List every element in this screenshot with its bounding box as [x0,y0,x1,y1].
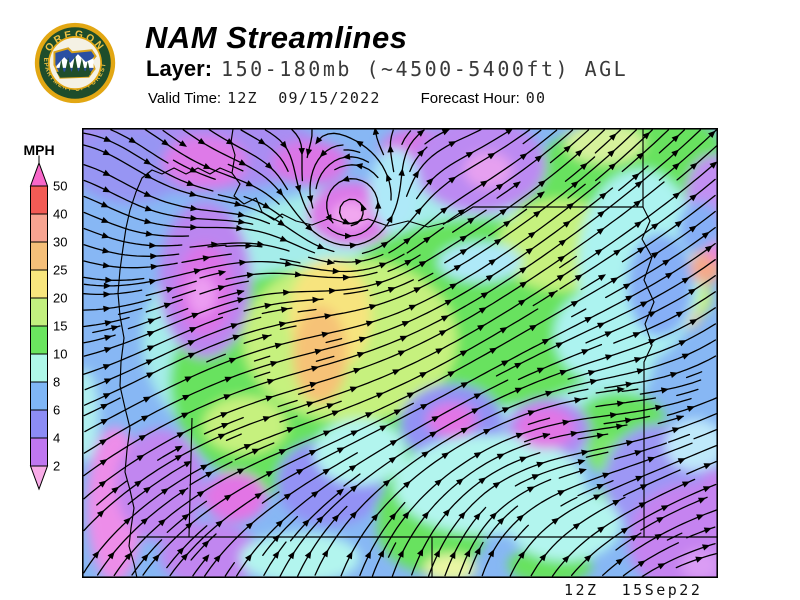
wind-speed-colorbar: MPH 50 40 30 25 20 15 10 8 6 4 2 [23,142,67,491]
valid-time-label: Valid Time: [148,90,222,107]
svg-text:20: 20 [53,291,67,306]
svg-text:4: 4 [53,431,60,446]
page-title: NAM Streamlines [145,20,408,55]
svg-text:6: 6 [53,403,60,418]
valid-time-row: Valid Time: 12Z 09/15/2022 Forecast Hour… [148,89,546,107]
layer-row: Layer: 150-180mb (~4500-5400ft) AGL [146,56,628,82]
svg-text:40: 40 [53,207,67,222]
forecast-hour-label: Forecast Hour: [420,90,520,107]
map-border [81,127,719,579]
svg-text:15: 15 [53,319,67,334]
odf-seal-logo: OREGON DEPARTMENT OF FORESTRY [26,14,116,104]
svg-text:30: 30 [53,235,67,250]
svg-text:2: 2 [53,459,60,474]
colorbar-scale: 50 40 30 25 20 15 10 8 6 4 2 [29,155,67,491]
seal-oregon-emblem [53,47,97,79]
layer-value: 150-180mb (~4500-5400ft) AGL [221,57,629,81]
layer-label: Layer: [146,56,213,81]
svg-text:8: 8 [53,375,60,390]
valid-time-value: 12Z 09/15/2022 [227,89,381,107]
streamlines [83,128,718,578]
wind-map-svg [81,127,719,579]
colorbar-title: MPH [23,142,54,158]
svg-text:50: 50 [53,179,67,194]
map-timestamp: 12Z 15Sep22 [564,581,703,599]
svg-text:10: 10 [53,347,67,362]
svg-text:25: 25 [53,263,67,278]
forecast-hour-value: 00 [525,89,547,107]
wind-speed-field [82,128,718,578]
wind-map [81,127,719,579]
